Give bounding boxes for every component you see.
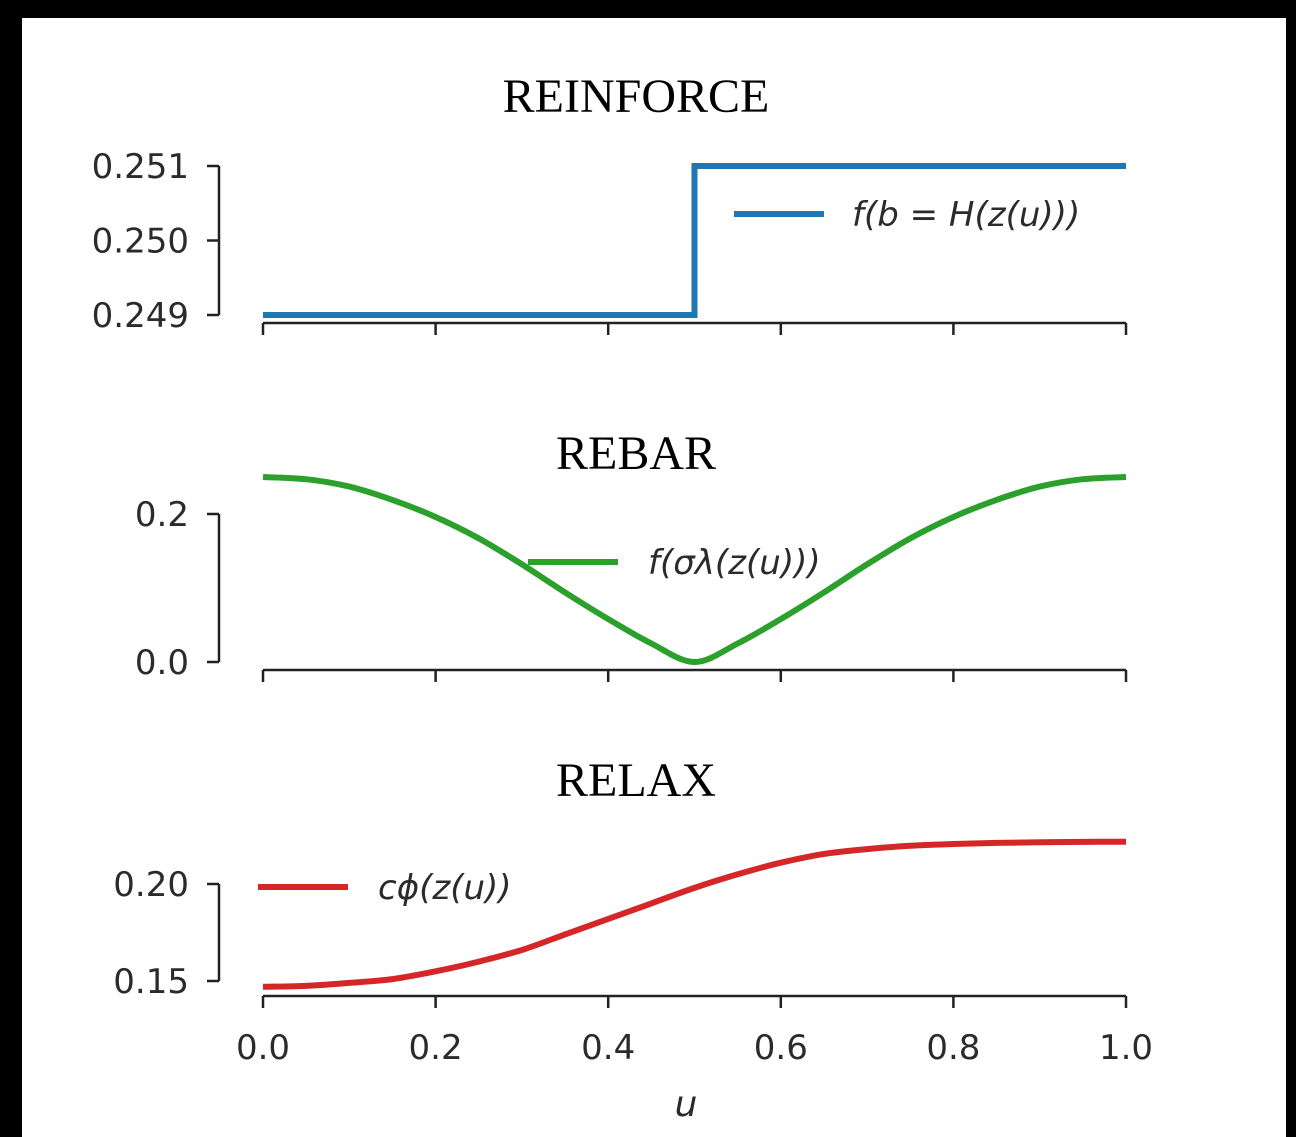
y-tick-label: 0.249 xyxy=(92,296,189,336)
panel-marks: 0.20 0.15 0.0 0.2 0.4 0.6 0.8 1.0 cϕ(z(u)) xyxy=(113,838,1153,1068)
x-axis-label: u xyxy=(675,1084,698,1125)
panel-marks: 0.251 0.250 0.249 f(b = H(z(u))) xyxy=(92,147,1128,336)
x-tick-label: 0.6 xyxy=(754,1028,808,1068)
y-tick-label: 0.251 xyxy=(92,147,189,187)
panel-relax: RELAX 0.20 0.15 0.0 0.2 0.4 0.6 0.8 1.0 cϕ(z(u))… xyxy=(113,754,1153,1125)
panel-title: RELAX xyxy=(556,754,716,807)
x-tick-label: 0.2 xyxy=(409,1028,463,1068)
y-tick-label: 0.20 xyxy=(113,865,189,905)
legend-label: f(σλ(z(u))) xyxy=(648,543,821,583)
y-tick-label: 0.250 xyxy=(92,222,189,262)
series-line xyxy=(262,474,1127,666)
y-tick-label: 0.0 xyxy=(135,643,189,683)
series-line xyxy=(262,838,1127,990)
x-tick-label: 1.0 xyxy=(1099,1028,1153,1068)
series-line xyxy=(263,163,1126,318)
panel-marks: 0.2 0.0 f(σλ(z(u))) xyxy=(135,474,1128,683)
legend-label: f(b = H(z(u))) xyxy=(852,195,1080,235)
panel-rebar: REBAR 0.2 0.0 f(σλ(z(u))) xyxy=(135,427,1128,683)
panel-reinforce: REINFORCE 0.251 0.250 0.249 f(b = H(z(u))) xyxy=(92,70,1128,336)
figure-canvas: REINFORCE 0.251 0.250 0.249 f(b = H(z(u))) … xyxy=(22,18,1286,1137)
y-tick-label: 0.2 xyxy=(135,495,189,535)
x-tick-label: 0.0 xyxy=(236,1028,290,1068)
x-tick-label: 0.8 xyxy=(926,1028,980,1068)
panel-title: REINFORCE xyxy=(503,70,770,123)
y-tick-label: 0.15 xyxy=(113,962,189,1002)
legend-label: cϕ(z(u)) xyxy=(378,868,512,908)
x-tick-label: 0.4 xyxy=(581,1028,635,1068)
panel-title: REBAR xyxy=(556,427,716,480)
